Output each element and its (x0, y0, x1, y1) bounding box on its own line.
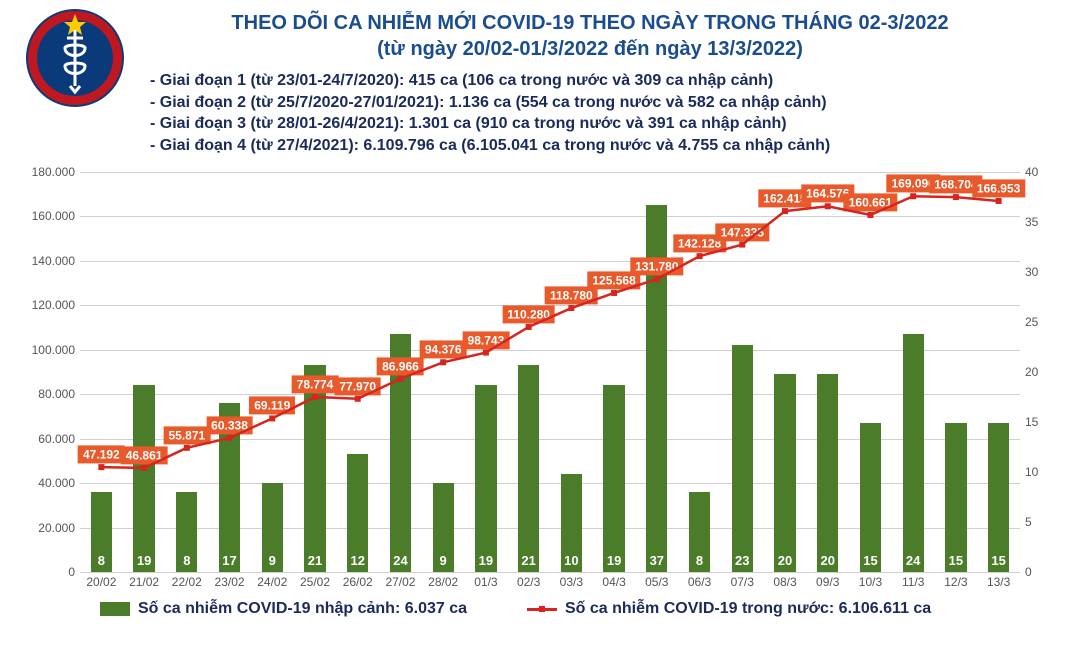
note-4: - Giai đoạn 4 (từ 27/4/2021): 6.109.796 … (150, 135, 830, 157)
y-right-tick: 10 (1025, 465, 1055, 479)
y-right-tick: 5 (1025, 515, 1055, 529)
legend-bar-swatch (100, 602, 130, 616)
y-left-tick: 120.000 (25, 298, 75, 312)
title-line2: (từ ngày 20/02-01/3/2022 đến ngày 13/3/2… (130, 36, 1050, 62)
line-marker (227, 435, 233, 441)
legend-bars: Số ca nhiễm COVID-19 nhập cảnh: 6.037 ca (100, 600, 467, 618)
line-marker (996, 198, 1002, 204)
chart-header: THEO DÕI CA NHIỄM MỚI COVID-19 THEO NGÀY… (130, 10, 1050, 62)
x-tick-label: 13/3 (974, 575, 1024, 589)
y-left-tick: 100.000 (25, 343, 75, 357)
line-marker (312, 394, 318, 400)
y-left-tick: 160.000 (25, 209, 75, 223)
chart-area: 020.00040.00060.00080.000100.000120.0001… (80, 172, 1020, 572)
note-2: - Giai đoạn 2 (từ 25/7/2020-27/01/2021):… (150, 92, 830, 114)
y-right-tick: 35 (1025, 215, 1055, 229)
y-right-tick: 25 (1025, 315, 1055, 329)
line-marker (269, 415, 275, 421)
trend-line (101, 196, 998, 468)
line-marker (141, 465, 147, 471)
y-left-tick: 80.000 (25, 387, 75, 401)
line-marker (483, 350, 489, 356)
y-right-tick: 20 (1025, 365, 1055, 379)
line-marker (825, 203, 831, 209)
y-right-tick: 30 (1025, 265, 1055, 279)
line-marker (697, 253, 703, 259)
line-marker (397, 376, 403, 382)
line-marker (355, 396, 361, 402)
line-marker (953, 194, 959, 200)
title-line1: THEO DÕI CA NHIỄM MỚI COVID-19 THEO NGÀY… (130, 10, 1050, 36)
legend-bars-label: Số ca nhiễm COVID-19 nhập cảnh: 6.037 ca (138, 600, 467, 618)
line-marker (739, 242, 745, 248)
line-marker (910, 193, 916, 199)
y-right-tick: 0 (1025, 565, 1055, 579)
line-marker (184, 445, 190, 451)
ministry-logo (25, 8, 125, 108)
y-left-tick: 180.000 (25, 165, 75, 179)
note-3: - Giai đoạn 3 (từ 28/01-26/4/2021): 1.30… (150, 113, 830, 135)
line-marker (782, 208, 788, 214)
y-right-tick: 15 (1025, 415, 1055, 429)
y-left-tick: 40.000 (25, 476, 75, 490)
y-left-tick: 60.000 (25, 432, 75, 446)
y-left-tick: 20.000 (25, 521, 75, 535)
line-marker (440, 359, 446, 365)
y-right-tick: 40 (1025, 165, 1055, 179)
legend-line: Số ca nhiễm COVID-19 trong nước: 6.106.6… (527, 600, 931, 618)
note-1: - Giai đoạn 1 (từ 23/01-24/7/2020): 415 … (150, 70, 830, 92)
y-left-tick: 140.000 (25, 254, 75, 268)
legend: Số ca nhiễm COVID-19 nhập cảnh: 6.037 ca… (100, 600, 1040, 618)
line-marker (526, 324, 532, 330)
legend-line-label: Số ca nhiễm COVID-19 trong nước: 6.106.6… (565, 600, 931, 618)
legend-line-swatch (527, 608, 557, 611)
line-marker (654, 276, 660, 282)
line-marker (611, 290, 617, 296)
phase-notes: - Giai đoạn 1 (từ 23/01-24/7/2020): 415 … (150, 70, 830, 156)
line-marker (867, 212, 873, 218)
y-left-tick: 0 (25, 565, 75, 579)
line-marker (568, 305, 574, 311)
line-marker (98, 464, 104, 470)
